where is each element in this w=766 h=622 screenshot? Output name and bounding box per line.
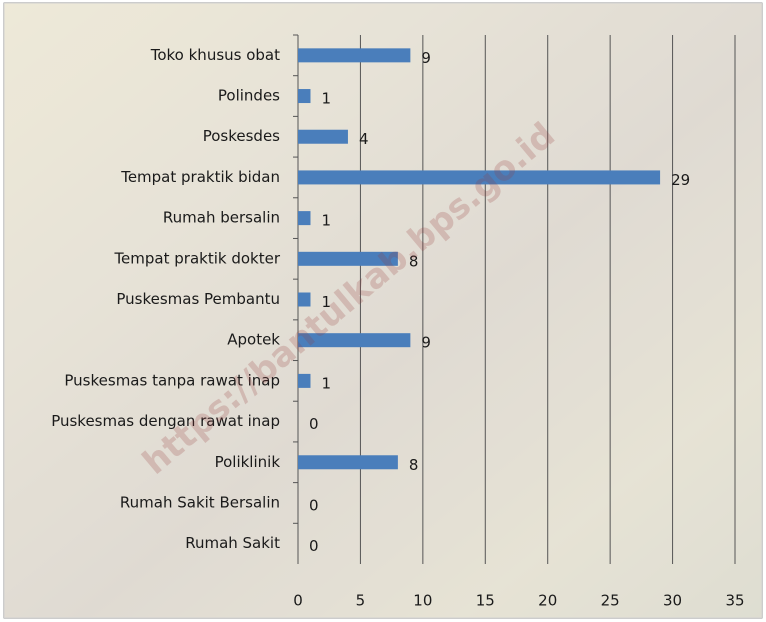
bar	[298, 48, 411, 63]
y-tick-label: Puskesmas Pembantu	[116, 290, 280, 308]
value-label: 1	[321, 90, 331, 108]
bar	[298, 251, 398, 266]
bar	[298, 211, 311, 226]
bar	[298, 333, 411, 348]
value-label: 1	[321, 212, 331, 230]
x-tick-label: 5	[356, 592, 366, 610]
value-label: 9	[421, 334, 431, 352]
y-tick-label: Tempat praktik bidan	[120, 168, 280, 186]
x-tick-label: 15	[476, 592, 495, 610]
value-label: 29	[671, 171, 690, 189]
y-tick-label: Toko khusus obat	[150, 46, 280, 64]
x-tick-label: 0	[293, 592, 303, 610]
background-overlay	[4, 3, 762, 618]
y-tick-label: Puskesmas dengan rawat inap	[51, 412, 280, 430]
x-tick-label: 25	[601, 592, 620, 610]
y-tick-label: Polindes	[218, 87, 280, 105]
bar	[298, 89, 311, 104]
value-label: 8	[409, 252, 419, 270]
y-tick-label: Rumah Sakit	[185, 534, 280, 552]
value-label: 1	[321, 293, 331, 311]
y-tick-label: Puskesmas tanpa rawat inap	[64, 371, 280, 389]
bar	[298, 455, 398, 470]
x-tick-label: 10	[413, 592, 432, 610]
y-tick-label: Rumah bersalin	[163, 209, 280, 227]
bar	[298, 170, 661, 185]
bar	[298, 373, 311, 388]
value-label: 0	[309, 537, 319, 555]
value-label: 1	[321, 374, 331, 392]
y-tick-label: Apotek	[227, 331, 280, 349]
y-tick-label: Tempat praktik dokter	[113, 249, 280, 267]
x-tick-label: 30	[663, 592, 682, 610]
value-label: 9	[421, 49, 431, 67]
value-label: 8	[409, 456, 419, 474]
bar	[298, 129, 348, 144]
value-label: 0	[309, 496, 319, 514]
x-tick-label: 20	[538, 592, 557, 610]
value-label: 0	[309, 415, 319, 433]
x-tick-label: 35	[725, 592, 744, 610]
value-label: 4	[359, 130, 369, 148]
bar	[298, 292, 311, 307]
y-tick-label: Poskesdes	[203, 127, 280, 145]
y-tick-label: Poliklinik	[215, 453, 281, 471]
y-tick-label: Rumah Sakit Bersalin	[120, 493, 280, 511]
